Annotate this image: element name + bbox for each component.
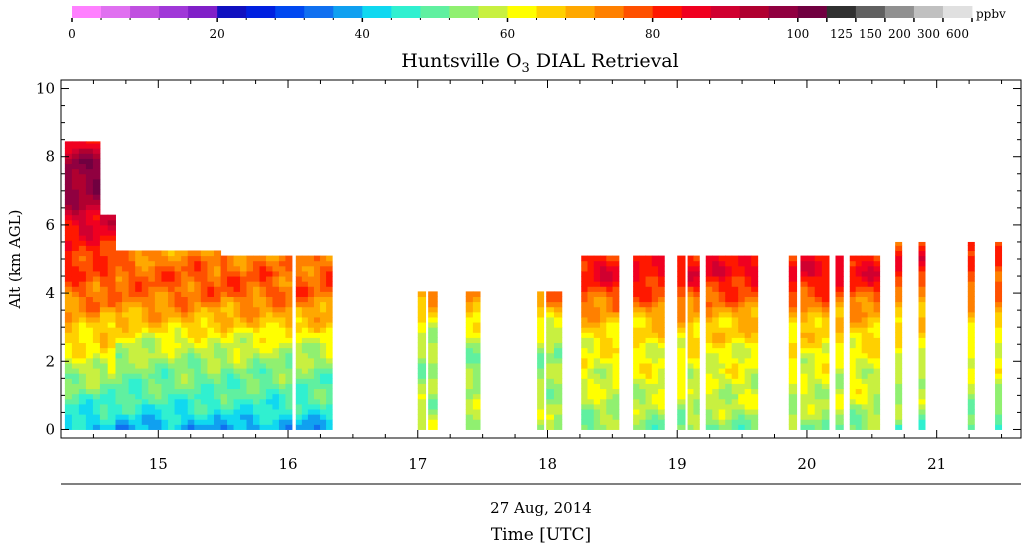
- colorbar-swatch: [362, 6, 392, 18]
- retrieval-segment: [115, 250, 222, 430]
- colorbar-swatch: [420, 6, 450, 18]
- retrieval-segment: [687, 255, 700, 430]
- x-axis-label: Time [UTC]: [491, 525, 591, 545]
- retrieval-segment: [895, 241, 903, 430]
- y-tick-label: 2: [45, 352, 55, 370]
- retrieval-segment: [220, 255, 293, 430]
- colorbar-swatch: [913, 6, 944, 18]
- colorbar-tick-labels: 0 20 40 60 80 100 125 150 200 300 600: [68, 27, 969, 41]
- colorbar-swatch: [246, 6, 276, 18]
- x-tick-label: 18: [538, 455, 557, 473]
- retrieval-segment: [835, 255, 844, 430]
- colorbar-swatch: [739, 6, 770, 18]
- retrieval-segment: [849, 255, 881, 430]
- x-tick-label: 15: [149, 455, 168, 473]
- retrieval-segment: [295, 255, 333, 430]
- colorbar-swatch: [130, 6, 160, 18]
- retrieval-segment: [417, 291, 427, 430]
- retrieval-segment: [788, 255, 798, 430]
- colorbar-tick-label: 600: [946, 27, 969, 41]
- colorbar-tick-label: 200: [888, 27, 911, 41]
- axis-tick-labels: 15 16 17 18 19 20 21 0 2 4 6 8 10: [36, 80, 946, 474]
- x-tick-label: 20: [797, 455, 816, 473]
- colorbar-swatch: [652, 6, 683, 18]
- colorbar-swatch: [884, 6, 915, 18]
- colorbar-swatch: [507, 6, 537, 18]
- y-tick-label: 8: [45, 148, 55, 166]
- colorbar-swatch: [623, 6, 654, 18]
- colorbar-tick-label: 125: [830, 27, 853, 41]
- colorbar-swatch: [942, 6, 973, 18]
- colorbar-swatch: [565, 6, 595, 18]
- colorbar-tick-label: 20: [210, 27, 225, 41]
- retrieval-segment: [918, 241, 926, 430]
- colorbar-swatch: [681, 6, 712, 18]
- colorbar-swatch: [536, 6, 566, 18]
- colorbar-swatch: [101, 6, 131, 18]
- colorbar-tick-label: 100: [786, 27, 809, 41]
- x-tick-label: 17: [408, 455, 427, 473]
- date-label: 27 Aug, 2014: [490, 499, 592, 517]
- colorbar-tick-label: 150: [859, 27, 882, 41]
- colorbar-tick-label: 0: [68, 27, 76, 41]
- colorbar-swatch: [159, 6, 189, 18]
- colorbar-tick-label: 60: [500, 27, 515, 41]
- retrieval-segment: [995, 241, 1003, 430]
- retrieval-segment: [581, 255, 620, 430]
- colorbar-tick-label: 300: [917, 27, 940, 41]
- colorbar-swatch: [594, 6, 625, 18]
- y-axis-label: Alt (km AGL): [6, 210, 24, 310]
- retrieval-segment: [428, 291, 438, 430]
- y-tick-label: 4: [45, 284, 55, 302]
- retrieval-segment: [465, 291, 481, 430]
- colorbar-swatch: [275, 6, 305, 18]
- retrieval-segment: [537, 291, 545, 430]
- retrieval-segment: [705, 255, 759, 430]
- colorbar-swatch: [855, 6, 886, 18]
- colorbar-swatch: [391, 6, 421, 18]
- colorbar-swatch: [478, 6, 508, 18]
- colorbar-tick-label: 80: [645, 27, 660, 41]
- colorbar-swatch: [333, 6, 363, 18]
- plot-data: [64, 141, 1003, 430]
- x-tick-label: 21: [927, 455, 946, 473]
- colorbar-unit: ppbv: [976, 7, 1006, 21]
- colorbar: [71, 6, 973, 22]
- colorbar-swatch: [217, 6, 247, 18]
- y-tick-label: 0: [45, 421, 55, 439]
- retrieval-segment: [967, 241, 975, 430]
- colorbar-swatch: [304, 6, 334, 18]
- retrieval-segment: [99, 214, 116, 430]
- colorbar-swatch: [768, 6, 799, 18]
- colorbar-tick-label: 40: [355, 27, 370, 41]
- colorbar-swatch: [72, 6, 102, 18]
- x-tick-label: 19: [668, 455, 687, 473]
- retrieval-segment: [633, 255, 665, 430]
- retrieval-segment: [800, 255, 830, 430]
- colorbar-swatch: [188, 6, 218, 18]
- axis-ticks: [61, 80, 1021, 438]
- colorbar-swatch: [826, 6, 857, 18]
- colorbar-swatch: [449, 6, 479, 18]
- colorbar-swatch: [797, 6, 828, 18]
- x-tick-label: 16: [278, 455, 297, 473]
- y-tick-label: 10: [36, 80, 55, 98]
- retrieval-segment: [677, 255, 686, 430]
- y-tick-label: 6: [45, 216, 55, 234]
- retrieval-segment: [546, 291, 563, 430]
- colorbar-swatch: [710, 6, 741, 18]
- chart-title: Huntsville O3 DIAL Retrieval: [401, 50, 678, 76]
- retrieval-segment: [64, 141, 101, 430]
